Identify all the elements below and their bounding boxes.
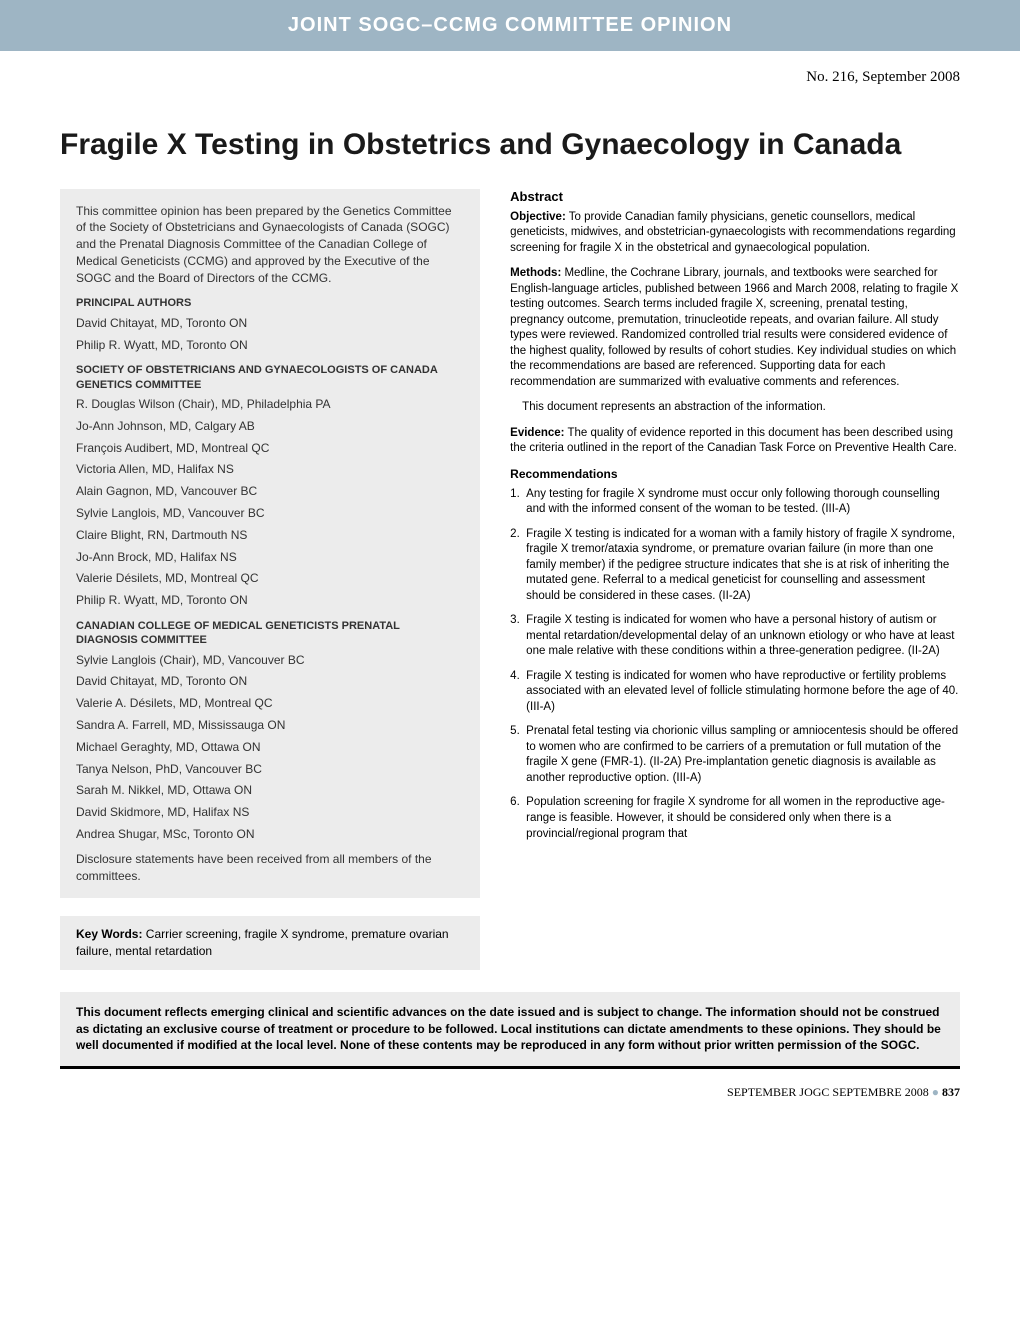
rec-number: 6. [510,795,526,842]
abstract-heading: Abstract [510,189,960,204]
footer-page-number: 837 [942,1085,960,1099]
rec-text: Any testing for fragile X syndrome must … [526,487,960,518]
methods-block: Methods: Medline, the Cochrane Library, … [510,266,960,390]
rec-text: Fragile X testing is indicated for a wom… [526,527,960,605]
recommendation-item: 3.Fragile X testing is indicated for wom… [510,613,960,660]
author-line: Valerie Désilets, MD, Montreal QC [76,570,464,587]
rec-number: 1. [510,487,526,518]
ccmg-committee-heading: CANADIAN COLLEGE OF MEDICAL GENETICISTS … [76,619,464,648]
evidence-text: The quality of evidence reported in this… [510,427,957,455]
author-line: Alain Gagnon, MD, Vancouver BC [76,483,464,500]
rec-number: 4. [510,669,526,716]
rec-number: 3. [510,613,526,660]
footer-bullet-icon: ● [932,1085,942,1099]
rec-text: Fragile X testing is indicated for women… [526,669,960,716]
author-line: Sylvie Langlois, MD, Vancouver BC [76,505,464,522]
author-line: Michael Geraghty, MD, Ottawa ON [76,739,464,756]
principal-authors-heading: PRINCIPAL AUTHORS [76,296,464,310]
author-line: Tanya Nelson, PhD, Vancouver BC [76,761,464,778]
author-line: Victoria Allen, MD, Halifax NS [76,461,464,478]
author-line: Philip R. Wyatt, MD, Toronto ON [76,337,464,354]
author-line: Philip R. Wyatt, MD, Toronto ON [76,592,464,609]
rec-text: Prenatal fetal testing via chorionic vil… [526,724,960,786]
recommendation-item: 4.Fragile X testing is indicated for wom… [510,669,960,716]
keywords-label: Key Words: [76,927,142,941]
authors-box: This committee opinion has been prepared… [60,189,480,899]
keywords-box: Key Words: Carrier screening, fragile X … [60,916,480,970]
abstraction-note: This document represents an abstraction … [522,400,960,416]
author-line: François Audibert, MD, Montreal QC [76,440,464,457]
left-column: This committee opinion has been prepared… [60,189,480,970]
objective-text: To provide Canadian family physicians, g… [510,211,956,254]
author-line: David Chitayat, MD, Toronto ON [76,673,464,690]
recommendation-item: 2.Fragile X testing is indicated for a w… [510,527,960,605]
content-columns: This committee opinion has been prepared… [0,189,1020,970]
author-line: R. Douglas Wilson (Chair), MD, Philadelp… [76,396,464,413]
methods-text: Medline, the Cochrane Library, journals,… [510,267,958,388]
page-footer: SEPTEMBER JOGC SEPTEMBRE 2008 ● 837 [0,1069,1020,1100]
author-line: David Chitayat, MD, Toronto ON [76,315,464,332]
article-title: Fragile X Testing in Obstetrics and Gyna… [0,86,1020,189]
evidence-block: Evidence: The quality of evidence report… [510,426,960,457]
author-line: Sandra A. Farrell, MD, Mississauga ON [76,717,464,734]
recommendation-item: 6.Population screening for fragile X syn… [510,795,960,842]
methods-label: Methods: [510,267,561,279]
rec-number: 5. [510,724,526,786]
author-line: Jo-Ann Brock, MD, Halifax NS [76,549,464,566]
recommendation-item: 1.Any testing for fragile X syndrome mus… [510,487,960,518]
author-line: Sarah M. Nikkel, MD, Ottawa ON [76,782,464,799]
author-line: Claire Blight, RN, Dartmouth NS [76,527,464,544]
author-line: Valerie A. Désilets, MD, Montreal QC [76,695,464,712]
objective-block: Objective: To provide Canadian family ph… [510,210,960,257]
footer-journal: SEPTEMBER JOGC SEPTEMBRE 2008 [727,1085,929,1099]
author-line: David Skidmore, MD, Halifax NS [76,804,464,821]
right-column: Abstract Objective: To provide Canadian … [510,189,960,970]
disclaimer-box: This document reflects emerging clinical… [60,992,960,1069]
objective-label: Objective: [510,211,566,223]
disclosure-statement: Disclosure statements have been received… [76,851,464,885]
recommendation-item: 5.Prenatal fetal testing via chorionic v… [510,724,960,786]
author-line: Sylvie Langlois (Chair), MD, Vancouver B… [76,652,464,669]
rec-text: Population screening for fragile X syndr… [526,795,960,842]
rec-number: 2. [510,527,526,605]
rec-text: Fragile X testing is indicated for women… [526,613,960,660]
banner-header: JOINT SOGC–CCMG COMMITTEE OPINION [0,0,1020,51]
sogc-committee-heading: SOCIETY OF OBSTETRICIANS AND GYNAECOLOGI… [76,363,464,392]
intro-paragraph: This committee opinion has been prepared… [76,203,464,287]
issue-number: No. 216, September 2008 [0,51,1020,86]
recommendations-heading: Recommendations [510,467,960,481]
author-line: Andrea Shugar, MSc, Toronto ON [76,826,464,843]
author-line: Jo-Ann Johnson, MD, Calgary AB [76,418,464,435]
evidence-label: Evidence: [510,427,564,439]
